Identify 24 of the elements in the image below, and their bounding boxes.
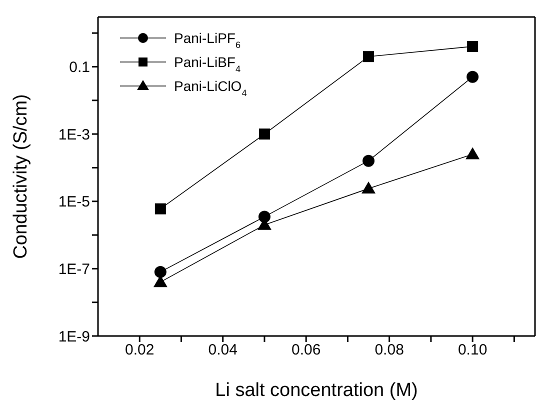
- point: [362, 154, 375, 167]
- legend-label: Pani-LiClO$_{4}$: [174, 78, 247, 98]
- x-tick-label: 0.06: [291, 342, 321, 359]
- point: [154, 203, 166, 214]
- x-tick-label: 0.08: [374, 342, 404, 359]
- x-tick-label: 0.02: [125, 342, 154, 359]
- x-tick-label: 0.04: [208, 342, 238, 359]
- point: [467, 40, 478, 52]
- point: [363, 51, 374, 62]
- y-tick-label: 1E-7: [58, 261, 90, 278]
- legend-label: Pani-LiPF$_{6}$: [174, 30, 241, 50]
- legend-label: Pani-LiBF$_{4}$: [174, 54, 241, 74]
- y-tick-label: 0.1: [69, 59, 90, 76]
- point: [154, 266, 166, 278]
- y-tick-label: 1E-9: [58, 328, 90, 346]
- point: [362, 182, 376, 194]
- x-tick-label: 0.10: [458, 342, 488, 359]
- x-axis-title: Li salt concentration (M): [215, 380, 418, 401]
- point: [466, 70, 479, 83]
- point: [258, 128, 270, 140]
- y-axis-title: Conductivity (S/cm): [10, 94, 32, 259]
- point: [466, 147, 480, 160]
- y-tick-label: 1E-3: [58, 126, 90, 144]
- y-tick-label: 1E-5: [58, 194, 90, 211]
